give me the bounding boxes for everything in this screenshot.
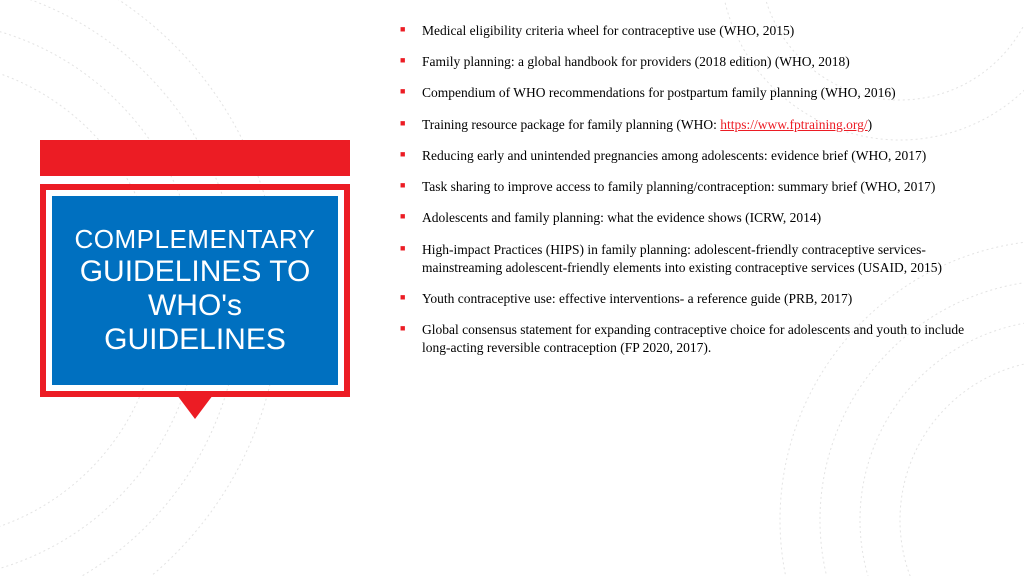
external-link[interactable]: https://www.fptraining.org/ [720,117,867,132]
bullet-item: Family planning: a global handbook for p… [400,53,990,71]
bullet-item: Medical eligibility criteria wheel for c… [400,22,990,40]
bullet-text: ) [868,117,873,132]
down-arrow-icon [177,395,213,419]
red-accent-bar [40,140,350,176]
title-line-2: GUIDELINES TO [62,255,328,289]
title-line-4: GUIDELINES [62,323,328,357]
bullet-item: High-impact Practices (HIPS) in family p… [400,241,990,277]
bullet-item: Youth contraceptive use: effective inter… [400,290,990,308]
title-line-3: WHO's [62,289,328,323]
bullet-item: Global consensus statement for expanding… [400,321,990,357]
bullet-text: Training resource package for family pla… [422,117,720,132]
bullet-item: Training resource package for family pla… [400,116,990,134]
title-panel: COMPLEMENTARY GUIDELINES TO WHO's GUIDEL… [40,140,350,397]
bullet-item: Compendium of WHO recommendations for po… [400,84,990,102]
title-box: COMPLEMENTARY GUIDELINES TO WHO's GUIDEL… [52,196,338,385]
bullet-list-region: Medical eligibility criteria wheel for c… [400,22,990,371]
bullet-item: Adolescents and family planning: what th… [400,209,990,227]
bullet-item: Task sharing to improve access to family… [400,178,990,196]
title-box-frame: COMPLEMENTARY GUIDELINES TO WHO's GUIDEL… [40,184,350,397]
bullet-list: Medical eligibility criteria wheel for c… [400,22,990,358]
title-line-1: COMPLEMENTARY [62,224,328,255]
bullet-item: Reducing early and unintended pregnancie… [400,147,990,165]
